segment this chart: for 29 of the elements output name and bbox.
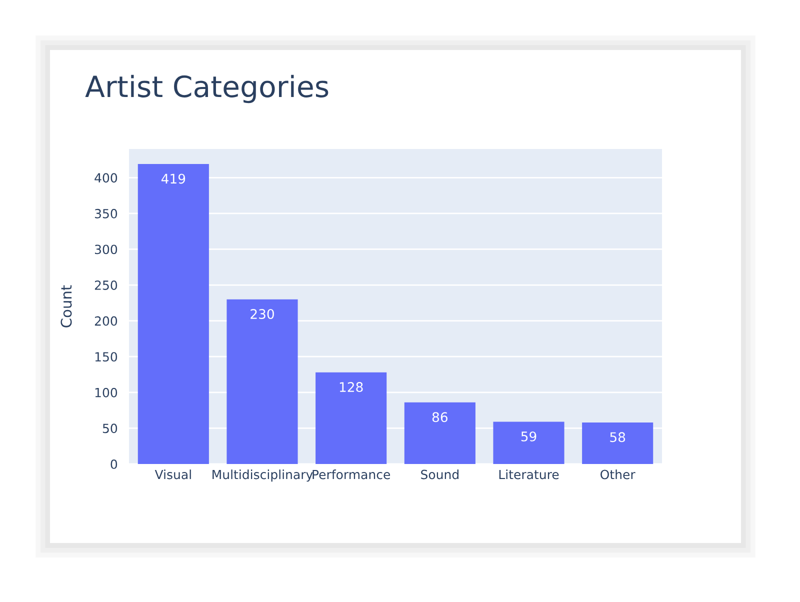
y-tick-label: 350 xyxy=(94,208,118,218)
bar xyxy=(226,299,298,464)
data-label: 58 xyxy=(610,432,626,442)
bar xyxy=(582,422,654,464)
y-tick-label: 250 xyxy=(94,280,118,290)
x-tick-label: Other xyxy=(600,470,636,480)
y-tick-label: 150 xyxy=(95,352,118,362)
x-tick-label: Literature xyxy=(499,470,559,480)
bar xyxy=(316,372,387,464)
x-tick-label: Sound xyxy=(421,470,458,480)
chart-title: Artist Categories xyxy=(85,74,328,104)
bar xyxy=(404,402,476,464)
x-tick-label: Visual xyxy=(154,470,191,480)
y-tick-label: 200 xyxy=(94,316,118,326)
y-axis-title: Count xyxy=(60,285,72,328)
data-label: 59 xyxy=(521,431,536,442)
y-tick-label: 400 xyxy=(94,173,118,183)
data-label: 230 xyxy=(250,309,274,320)
data-label: 128 xyxy=(340,382,363,392)
y-tick-label: 50 xyxy=(102,424,118,434)
x-tick-label: Multidisciplinary xyxy=(212,470,313,482)
bar xyxy=(138,164,209,464)
y-tick-label: 100 xyxy=(95,388,118,398)
x-tick-label: Performance xyxy=(312,470,390,480)
y-tick-label: 0 xyxy=(110,459,118,469)
data-label: 86 xyxy=(432,412,448,422)
y-tick-label: 300 xyxy=(94,244,118,254)
data-label: 419 xyxy=(161,174,186,184)
bar xyxy=(493,422,564,464)
